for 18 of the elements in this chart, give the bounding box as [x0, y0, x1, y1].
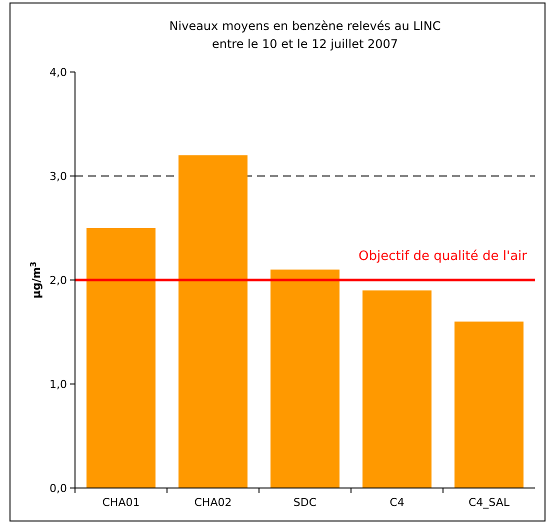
bar [270, 270, 340, 488]
x-tick-label: CHA01 [102, 496, 140, 509]
y-tick-label: 0,0 [50, 482, 67, 495]
y-tick-label: 4,0 [50, 66, 67, 79]
bar [178, 155, 248, 488]
chart-title: Niveaux moyens en benzène relevés au LINC [169, 19, 441, 33]
y-tick-label: 2,0 [50, 274, 67, 287]
x-tick-label: C4 [390, 496, 404, 509]
y-tick-label: 3,0 [50, 170, 67, 183]
x-tick-label: CHA02 [194, 496, 232, 509]
bar [86, 228, 156, 488]
ref-line-label: Objectif de qualité de l'air [358, 249, 528, 264]
x-tick-label: C4_SAL [468, 496, 510, 509]
bar [454, 322, 524, 488]
bar [362, 290, 432, 488]
x-tick-label: SDC [293, 496, 317, 509]
chart-subtitle: entre le 10 et le 12 juillet 2007 [212, 37, 398, 51]
y-tick-label: 1,0 [50, 378, 67, 391]
